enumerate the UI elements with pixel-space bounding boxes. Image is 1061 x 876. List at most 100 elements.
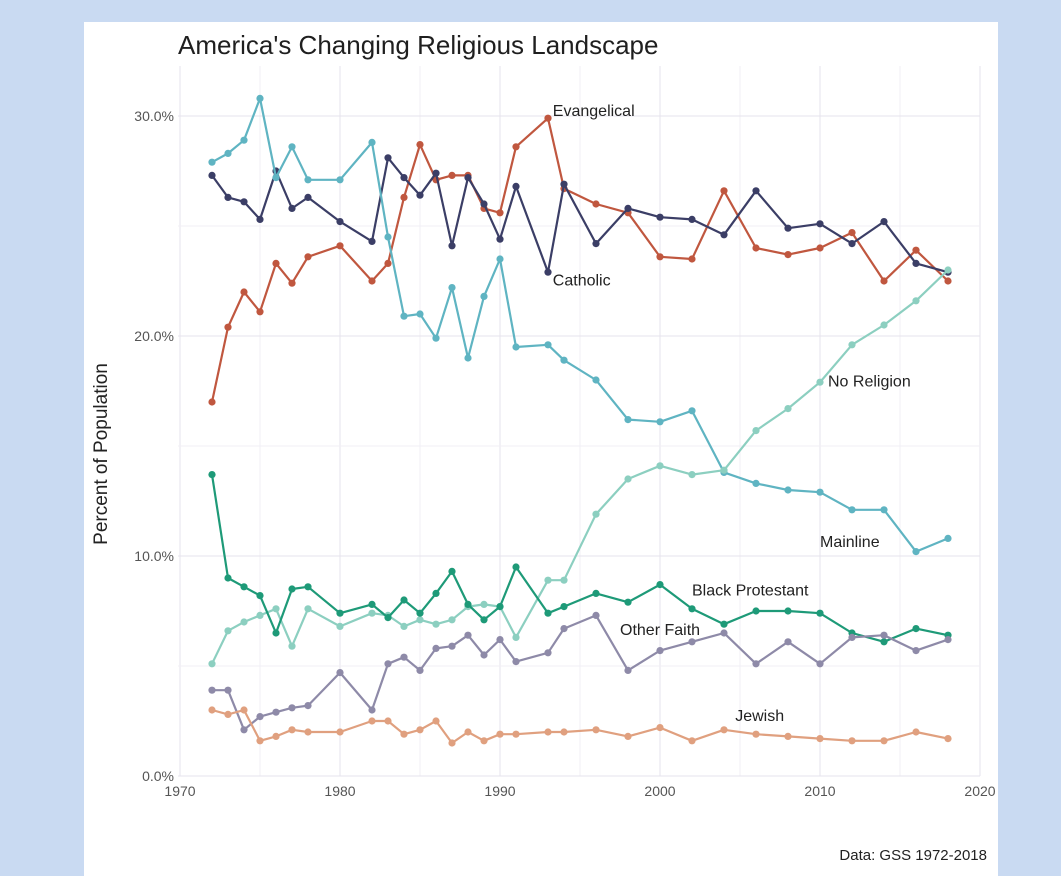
data-point-other-faith: [880, 631, 888, 639]
data-point-mainline: [752, 479, 760, 487]
data-point-evangelical: [368, 277, 376, 285]
data-point-other-faith: [560, 625, 568, 633]
line-chart: America's Changing Religious Landscape 0…: [91, 30, 996, 864]
series-label-catholic: Catholic: [553, 272, 611, 289]
data-point-jewish: [464, 728, 472, 736]
data-point-jewish: [384, 717, 392, 725]
data-point-catholic: [912, 259, 920, 267]
data-point-evangelical: [208, 398, 216, 406]
x-tick-label: 1980: [324, 783, 355, 799]
data-point-jewish: [784, 732, 792, 741]
data-point-jewish: [256, 737, 264, 745]
data-point-catholic: [480, 200, 488, 208]
data-point-no-religion: [416, 616, 424, 624]
data-point-catholic: [208, 171, 216, 179]
data-point-other-faith: [304, 702, 312, 710]
x-tick-label: 1970: [164, 783, 195, 799]
data-point-other-faith: [512, 658, 520, 666]
data-point-evangelical: [816, 244, 824, 252]
data-point-black-protestant: [496, 603, 504, 611]
data-point-catholic: [848, 240, 856, 248]
data-point-evangelical: [256, 308, 264, 316]
data-point-black-protestant: [720, 620, 728, 628]
data-point-no-religion: [816, 378, 824, 386]
data-point-other-faith: [288, 704, 296, 712]
data-point-jewish: [880, 737, 888, 745]
data-point-jewish: [448, 739, 456, 747]
data-point-jewish: [416, 726, 424, 734]
series-label-no-religion: No Religion: [828, 374, 911, 391]
data-point-no-religion: [560, 576, 568, 584]
data-point-jewish: [288, 726, 296, 734]
x-tick-label: 2010: [804, 783, 835, 799]
series-label-other-faith: Other Faith: [620, 622, 700, 639]
data-point-mainline: [784, 486, 792, 494]
data-point-evangelical: [784, 251, 792, 259]
data-point-jewish: [656, 724, 664, 732]
data-point-mainline: [448, 284, 456, 292]
series-labels: Evangelical Catholic Mainline No Religion Bl…: [553, 103, 911, 725]
data-point-evangelical: [944, 277, 952, 285]
data-point-catholic: [416, 191, 424, 199]
data-point-black-protestant: [400, 596, 408, 604]
data-point-catholic: [544, 268, 552, 276]
data-point-catholic: [368, 237, 376, 245]
data-point-black-protestant: [432, 589, 440, 598]
data-point-other-faith: [592, 611, 600, 620]
data-point-catholic: [784, 224, 792, 232]
data-point-other-faith: [336, 669, 344, 677]
data-point-jewish: [368, 717, 376, 725]
data-point-catholic: [880, 218, 888, 226]
data-point-no-religion: [912, 297, 920, 305]
data-point-mainline: [816, 488, 824, 496]
data-point-black-protestant: [416, 609, 424, 617]
data-point-evangelical: [272, 259, 280, 267]
data-point-no-religion: [784, 405, 792, 413]
data-point-other-faith: [496, 636, 504, 644]
data-point-mainline: [624, 416, 632, 424]
data-point-mainline: [912, 548, 920, 556]
data-point-evangelical: [496, 209, 504, 217]
data-point-mainline: [400, 312, 408, 320]
data-point-jewish: [240, 706, 248, 714]
data-point-jewish: [224, 710, 232, 719]
data-point-catholic: [656, 213, 664, 221]
series-mainline: [208, 94, 952, 556]
data-point-mainline: [848, 506, 856, 514]
data-point-mainline: [432, 334, 440, 342]
data-point-other-faith: [224, 686, 232, 694]
series-label-black-protestant: Black Protestant: [692, 583, 809, 600]
data-point-mainline: [368, 138, 376, 146]
data-point-catholic: [400, 174, 408, 182]
data-point-mainline: [336, 176, 344, 184]
data-point-no-religion: [544, 576, 552, 584]
data-point-mainline: [240, 136, 248, 144]
series-catholic: [208, 154, 952, 276]
data-point-no-religion: [512, 633, 520, 642]
data-point-jewish: [848, 737, 856, 745]
data-point-mainline: [944, 534, 952, 543]
data-point-evangelical: [400, 193, 408, 201]
series-black-protestant: [208, 471, 952, 646]
data-point-other-faith: [656, 647, 664, 655]
data-point-evangelical: [752, 244, 760, 252]
data-point-mainline: [288, 143, 296, 151]
data-point-no-religion: [208, 660, 216, 668]
chart-card: America's Changing Religious Landscape 0…: [84, 22, 998, 876]
data-point-black-protestant: [368, 600, 376, 609]
data-point-other-faith: [784, 638, 792, 646]
data-point-jewish: [512, 730, 520, 738]
data-point-jewish: [304, 728, 312, 736]
data-point-other-faith: [448, 642, 456, 650]
data-point-other-faith: [688, 638, 696, 646]
data-point-no-religion: [240, 618, 248, 626]
data-point-no-religion: [304, 605, 312, 613]
data-point-catholic: [464, 174, 472, 182]
data-point-evangelical: [288, 279, 296, 287]
data-point-black-protestant: [656, 581, 664, 589]
data-point-catholic: [256, 215, 264, 223]
data-point-other-faith: [272, 708, 280, 716]
data-point-jewish: [208, 706, 216, 714]
data-point-no-religion: [272, 605, 280, 613]
data-point-no-religion: [400, 622, 408, 631]
